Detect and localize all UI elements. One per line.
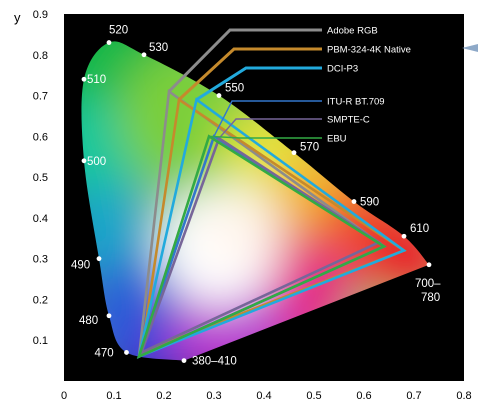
wavelength-label: 590 <box>360 197 379 209</box>
wavelength-point <box>351 199 357 204</box>
wavelength-point <box>96 256 102 262</box>
y-tick-label: 0.5 <box>33 172 48 184</box>
x-tick-label: 0.5 <box>306 390 321 402</box>
legend-entry: EBU <box>327 134 347 145</box>
y-tick-label: 0.3 <box>33 254 48 266</box>
x-tick-label: 0 <box>61 390 67 402</box>
y-tick-label: 0.8 <box>33 50 48 62</box>
wavelength-point <box>81 76 87 82</box>
wavelength-point <box>426 262 432 268</box>
y-axis-label: y <box>14 10 21 25</box>
legend: Adobe RGB PBM-324-4K Native DCI-P3 ITU-R BT… <box>167 26 411 145</box>
gamut-triangle-5 <box>139 136 382 355</box>
legend-entry: SMPTE-C <box>327 115 370 126</box>
legend-leader-line <box>213 100 322 137</box>
x-tick-label: 0.6 <box>356 390 371 402</box>
legend-leader-line <box>195 66 322 101</box>
wavelength-point <box>181 358 187 364</box>
y-tick-label: 0.2 <box>33 294 48 306</box>
legend-pointer-icon <box>462 44 478 52</box>
gamut-triangles <box>136 89 407 359</box>
y-tick-label: 0.7 <box>33 91 48 103</box>
wavelength-label: 470 <box>95 347 114 359</box>
y-tick-label: 0.4 <box>33 213 48 225</box>
x-tick-label: 0.3 <box>206 390 221 402</box>
wavelength-point <box>216 93 222 98</box>
wavelength-label: 480 <box>79 315 98 327</box>
x-tick-label: 0.4 <box>256 390 271 402</box>
legend-leader-line <box>167 28 322 93</box>
x-tick-label: 0.8 <box>456 390 471 402</box>
wavelength-points: 380–410 470 480 490 500 510 520 530 550 570 590 610… <box>71 25 441 368</box>
legend-entry: ITU-R BT.709 <box>327 97 385 108</box>
legend-entry: Adobe RGB <box>327 26 378 37</box>
wavelength-label: 490 <box>71 260 90 272</box>
wavelength-point <box>124 350 129 355</box>
gamut-triangle-6 <box>136 134 387 359</box>
wavelength-label: 570 <box>300 142 319 154</box>
wavelength-label: 610 <box>410 223 429 235</box>
wavelength-label: 550 <box>225 83 244 95</box>
y-tick-label: 0.6 <box>33 131 48 143</box>
wavelength-point <box>291 150 297 156</box>
legend-leader-line <box>177 47 322 101</box>
wavelength-label: 380–410 <box>192 356 237 368</box>
wavelength-point <box>81 158 87 164</box>
y-tick-label: 0.9 <box>33 9 48 21</box>
y-tick-label: 0.1 <box>33 335 48 347</box>
legend-entry: DCI-P3 <box>327 64 358 75</box>
x-tick-label: 0.1 <box>106 390 121 402</box>
axes: y 0 0.1 0.2 0.3 0.4 0.5 0.6 0.7 0.8 0.1 0.2 0.3 0.4 0… <box>14 9 472 402</box>
x-tick-label: 0.7 <box>406 390 421 402</box>
legend-entry: PBM-324-4K Native <box>327 45 411 56</box>
wavelength-label: 520 <box>109 25 128 37</box>
wavelength-point <box>401 233 407 239</box>
gamut-triangle-2 <box>139 97 407 355</box>
legend-leader-line <box>218 118 322 139</box>
legend-leader-line <box>208 135 322 139</box>
wavelength-label: 510 <box>87 74 106 86</box>
wavelength-label: 530 <box>149 42 168 54</box>
wavelength-label: 700– <box>415 278 441 290</box>
gamut-triangle-3 <box>137 97 407 359</box>
wavelength-point <box>106 313 112 319</box>
wavelength-point <box>106 40 112 45</box>
wavelength-label: 500 <box>87 156 106 168</box>
wavelength-label: 780 <box>421 292 440 304</box>
wavelength-point <box>141 52 147 58</box>
x-tick-label: 0.2 <box>156 390 171 402</box>
